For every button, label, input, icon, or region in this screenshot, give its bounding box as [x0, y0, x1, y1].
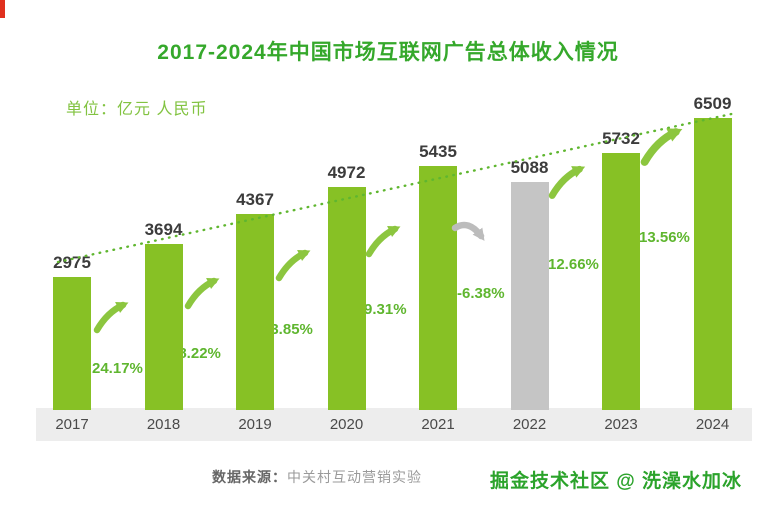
bar-value: 5435	[419, 142, 457, 161]
growth-up-arrow	[365, 225, 401, 258]
bar-2021	[419, 166, 457, 410]
watermark-text: 掘金技术社区 @ 洗澡水加冰	[489, 470, 743, 492]
x-axis-label: 2018	[146, 416, 181, 433]
bar-2023	[602, 153, 640, 410]
x-axis-label: 2020	[329, 416, 364, 433]
bar-2022	[510, 182, 549, 410]
x-axis-label: 2024	[695, 416, 730, 433]
bar-value: 6509	[693, 94, 732, 113]
watermark: 掘金技术社区 @ 洗澡水加冰	[456, 456, 776, 502]
bar-value: 4367	[236, 190, 274, 209]
x-axis-label: 2021	[421, 416, 455, 433]
x-axis-label: 2019	[238, 416, 272, 433]
data-source-prefix: 数据来源：	[212, 469, 287, 485]
growth-label: 12.66%	[548, 256, 599, 273]
bar-2017	[53, 277, 91, 410]
bar-2019	[236, 214, 274, 410]
data-source-text: 中关村互动营销实验	[287, 469, 422, 485]
bar-value: 5088	[510, 158, 549, 177]
data-source: 数据来源：中关村互动营销实验	[212, 467, 422, 487]
bar-value: 3694	[144, 220, 183, 239]
growth-label: 24.17%	[92, 360, 143, 377]
chart-title: 2017-2024年中国市场互联网广告总体收入情况	[157, 41, 619, 64]
bar-value: 2975	[53, 253, 91, 272]
x-axis-label: 2017	[55, 416, 89, 433]
x-axis-label: 2022	[512, 416, 547, 433]
x-axis-label: 2023	[604, 416, 638, 433]
bar-2020	[327, 187, 366, 410]
growth-label: 9.31%	[364, 301, 407, 318]
growth-label: 13.56%	[639, 229, 690, 246]
growth-label: 13.85%	[262, 321, 313, 338]
x-axis-band	[36, 408, 752, 441]
corner-accent	[0, 0, 5, 18]
growth-up-arrow	[184, 277, 220, 310]
bar-value: 5732	[602, 129, 640, 148]
bar-2018	[144, 244, 183, 410]
bar-value: 4972	[327, 163, 366, 182]
growth-label: -6.38%	[457, 285, 505, 302]
growth-label: 18.22%	[170, 345, 221, 362]
decline-arrow	[451, 221, 485, 241]
growth-up-arrow	[93, 301, 129, 334]
growth-up-arrow	[275, 249, 311, 282]
bar-2024	[693, 118, 732, 410]
